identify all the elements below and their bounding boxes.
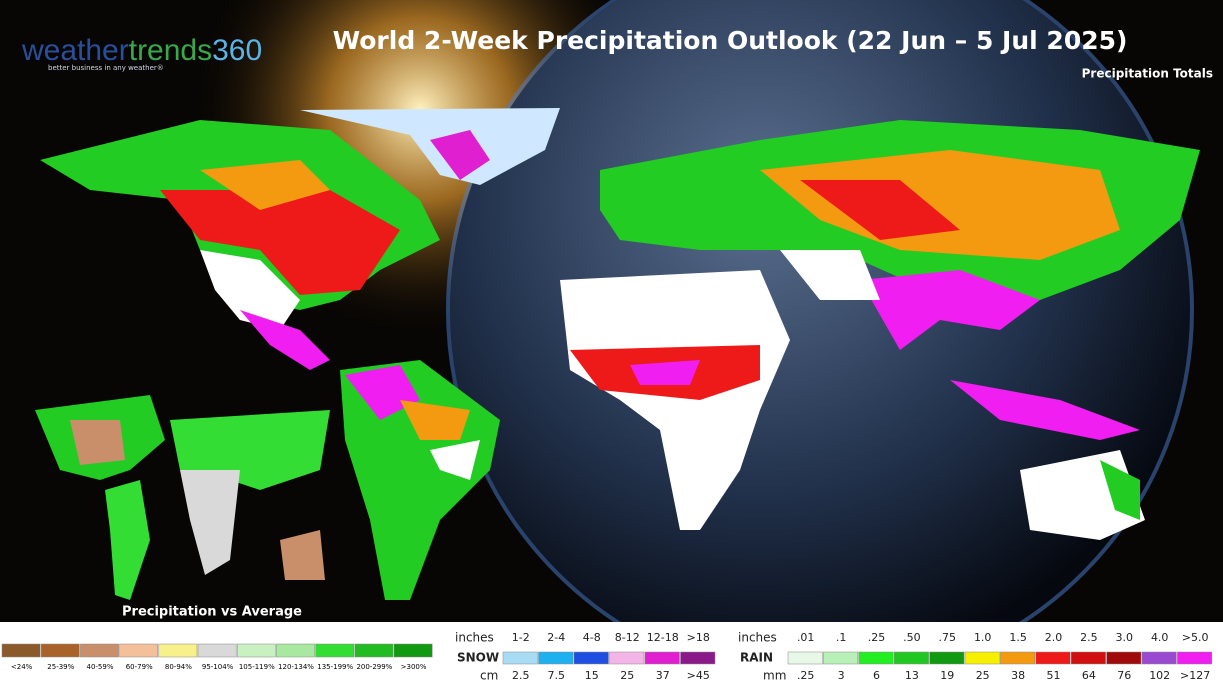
percent-swatch [393,643,433,658]
metric-label: 2.5 [512,669,530,682]
legends: <24% 25-39% 40-59% 60-79% 80-94% 95-104% 105-1… [1,631,1213,682]
inches-label: .25 [868,631,886,644]
percent-swatch [40,643,80,658]
metric-label: 64 [1082,669,1096,682]
inset-title: Precipitation vs Average [122,605,302,620]
legend-swatch [609,651,645,665]
inches-label: 12-18 [647,631,679,644]
inches-label: 4.0 [1151,631,1169,644]
percent-swatch [236,643,276,658]
inches-label: .75 [939,631,957,644]
inches-label: >18 [687,631,710,644]
metric-label: 6 [873,669,880,682]
legend-swatch [1106,651,1142,665]
precipitation-map [35,108,1200,600]
logo-part: 360 [212,34,262,67]
percent-label: 135-199% [317,663,353,671]
inches-unit: inches [738,631,777,645]
inches-label: .50 [903,631,921,644]
metric-label: 15 [585,669,599,682]
percent-label: 25-39% [47,663,74,671]
logo: weathertrends360 [21,34,262,67]
percent-swatch [158,643,198,658]
metric-label: 38 [1011,669,1025,682]
logo-part: weather [21,34,129,67]
inches-label: 2.0 [1045,631,1063,644]
metric-label: 102 [1149,669,1170,682]
legend-swatch [502,651,538,665]
inches-label: 3.0 [1116,631,1134,644]
logo-part: trends [129,34,212,67]
legend-swatch [1070,651,1106,665]
legend-swatch [1177,651,1213,665]
metric-label: >127 [1180,669,1210,682]
inches-label: 8-12 [615,631,640,644]
legend-name: SNOW [457,651,499,665]
legend-swatch [538,651,574,665]
metric-label: 51 [1047,669,1061,682]
legend-swatch [893,651,929,665]
percent-label: 105-119% [239,663,275,671]
legend-swatch [823,651,859,665]
percent-label: 40-59% [87,663,114,671]
inches-label: 2.5 [1080,631,1098,644]
percent-swatch [354,643,394,658]
metric-unit: cm [480,669,498,682]
inches-label: .1 [836,631,847,644]
percent-label: 120-134% [278,663,314,671]
legend-swatch [644,651,680,665]
legend-swatch [787,651,823,665]
metric-label: 37 [656,669,670,682]
metric-unit: mm [763,669,786,682]
percent-label: <24% [11,663,33,671]
legend-swatch [1141,651,1177,665]
metric-label: 25 [976,669,990,682]
title: World 2-Week Precipitation Outlook (22 J… [333,26,1128,55]
legend-swatch [964,651,1000,665]
percent-swatch [1,643,41,658]
inches-label: >5.0 [1182,631,1209,644]
header: weathertrends360 better business in any … [21,26,1213,620]
legend-swatch [680,651,716,665]
percent-label: >300% [401,663,427,671]
percent-label: 200-299% [356,663,392,671]
inches-label: .01 [797,631,815,644]
legend-swatch [573,651,609,665]
inches-label: 1-2 [512,631,530,644]
legend-swatch [1035,651,1071,665]
metric-label: 19 [940,669,954,682]
metric-label: 7.5 [548,669,566,682]
percent-swatch [119,643,159,658]
percent-swatch [315,643,355,658]
metric-label: >45 [687,669,710,682]
metric-label: 76 [1117,669,1131,682]
logo-tagline: better business in any weather® [48,64,164,72]
percent-swatch [197,643,237,658]
percent-label: 60-79% [126,663,153,671]
percent-swatch [80,643,119,658]
inches-label: 4-8 [583,631,601,644]
percent-label: 80-94% [165,663,192,671]
legend-name: RAIN [740,651,773,665]
legend-swatch [858,651,894,665]
metric-label: .25 [797,669,815,682]
legend-swatch [1000,651,1036,665]
subtitle: Precipitation Totals [1082,67,1213,81]
percent-label: 95-104% [202,663,234,671]
metric-label: 25 [620,669,634,682]
inches-label: 2-4 [547,631,565,644]
inches-label: 1.5 [1009,631,1027,644]
inches-unit: inches [455,631,494,645]
percent-swatch [276,643,315,658]
metric-label: 13 [905,669,919,682]
inches-label: 1.0 [974,631,992,644]
metric-label: 3 [838,669,845,682]
legend-swatch [929,651,965,665]
